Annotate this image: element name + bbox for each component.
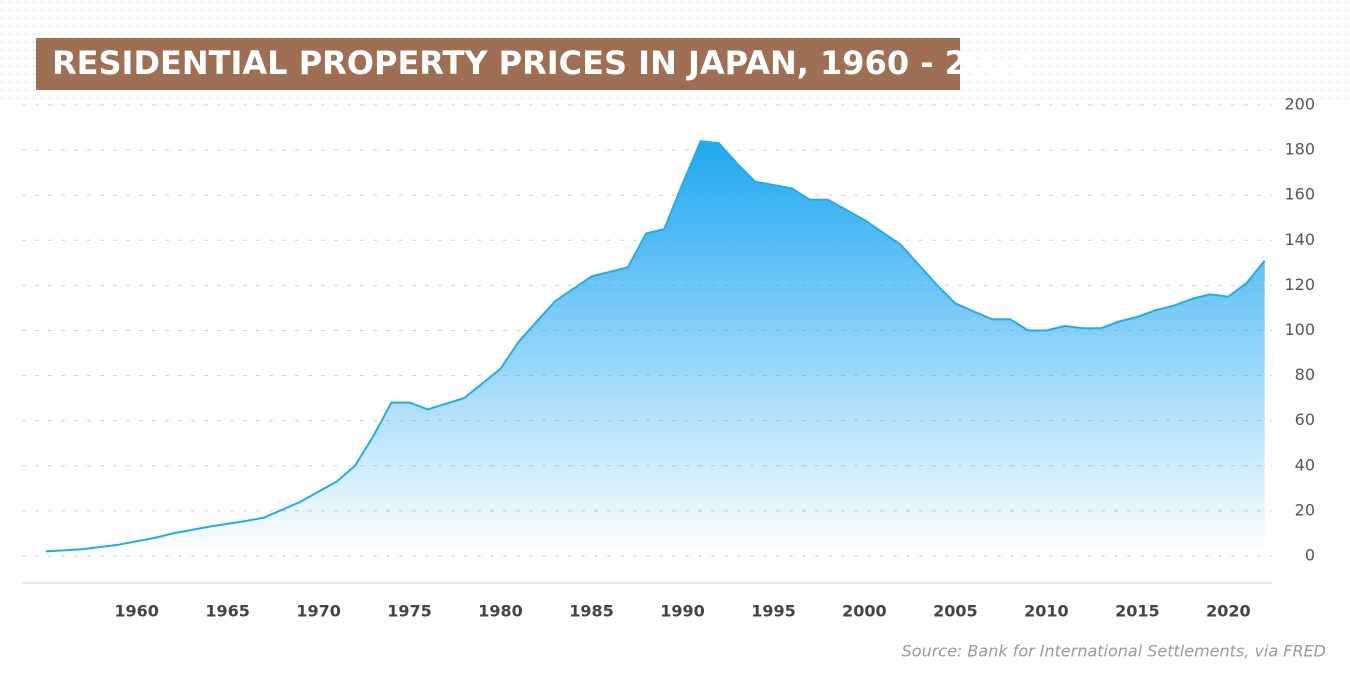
x-tick-label: 1995 (751, 602, 796, 621)
x-tick-label: 2010 (1024, 602, 1069, 621)
y-tick-label: 0 (1305, 545, 1315, 564)
chart-title: RESIDENTIAL PROPERTY PRICES IN JAPAN, 19… (52, 44, 1034, 82)
x-tick-label: 1980 (478, 602, 523, 621)
y-tick-label: 20 (1295, 500, 1315, 519)
y-tick-label: 200 (1284, 95, 1315, 114)
y-tick-label: 100 (1284, 320, 1315, 339)
x-tick-label: 1960 (114, 602, 159, 621)
x-tick-label: 1975 (387, 602, 432, 621)
x-tick-label: 2020 (1206, 602, 1251, 621)
x-tick-label: 2015 (1115, 602, 1160, 621)
x-tick-label: 2000 (842, 602, 887, 621)
x-tick-label: 1970 (296, 602, 341, 621)
y-tick-label: 40 (1295, 455, 1315, 474)
y-tick-label: 140 (1284, 230, 1315, 249)
line (45, 140, 1266, 553)
x-tick-label: 1965 (205, 602, 250, 621)
x-tick-label: 2005 (933, 602, 978, 621)
y-tick-label: 160 (1284, 185, 1315, 204)
area (45, 141, 1265, 556)
y-tick-label: 180 (1284, 140, 1315, 159)
y-tick-label: 120 (1284, 275, 1315, 294)
source: Source: Bank for International Settlemen… (902, 642, 1326, 661)
y-tick-label: 80 (1295, 365, 1315, 384)
x-tick-label: 1985 (569, 602, 614, 621)
title-box (36, 38, 960, 90)
x-tick-label: 1990 (660, 602, 705, 621)
y-tick-label: 60 (1295, 410, 1315, 429)
